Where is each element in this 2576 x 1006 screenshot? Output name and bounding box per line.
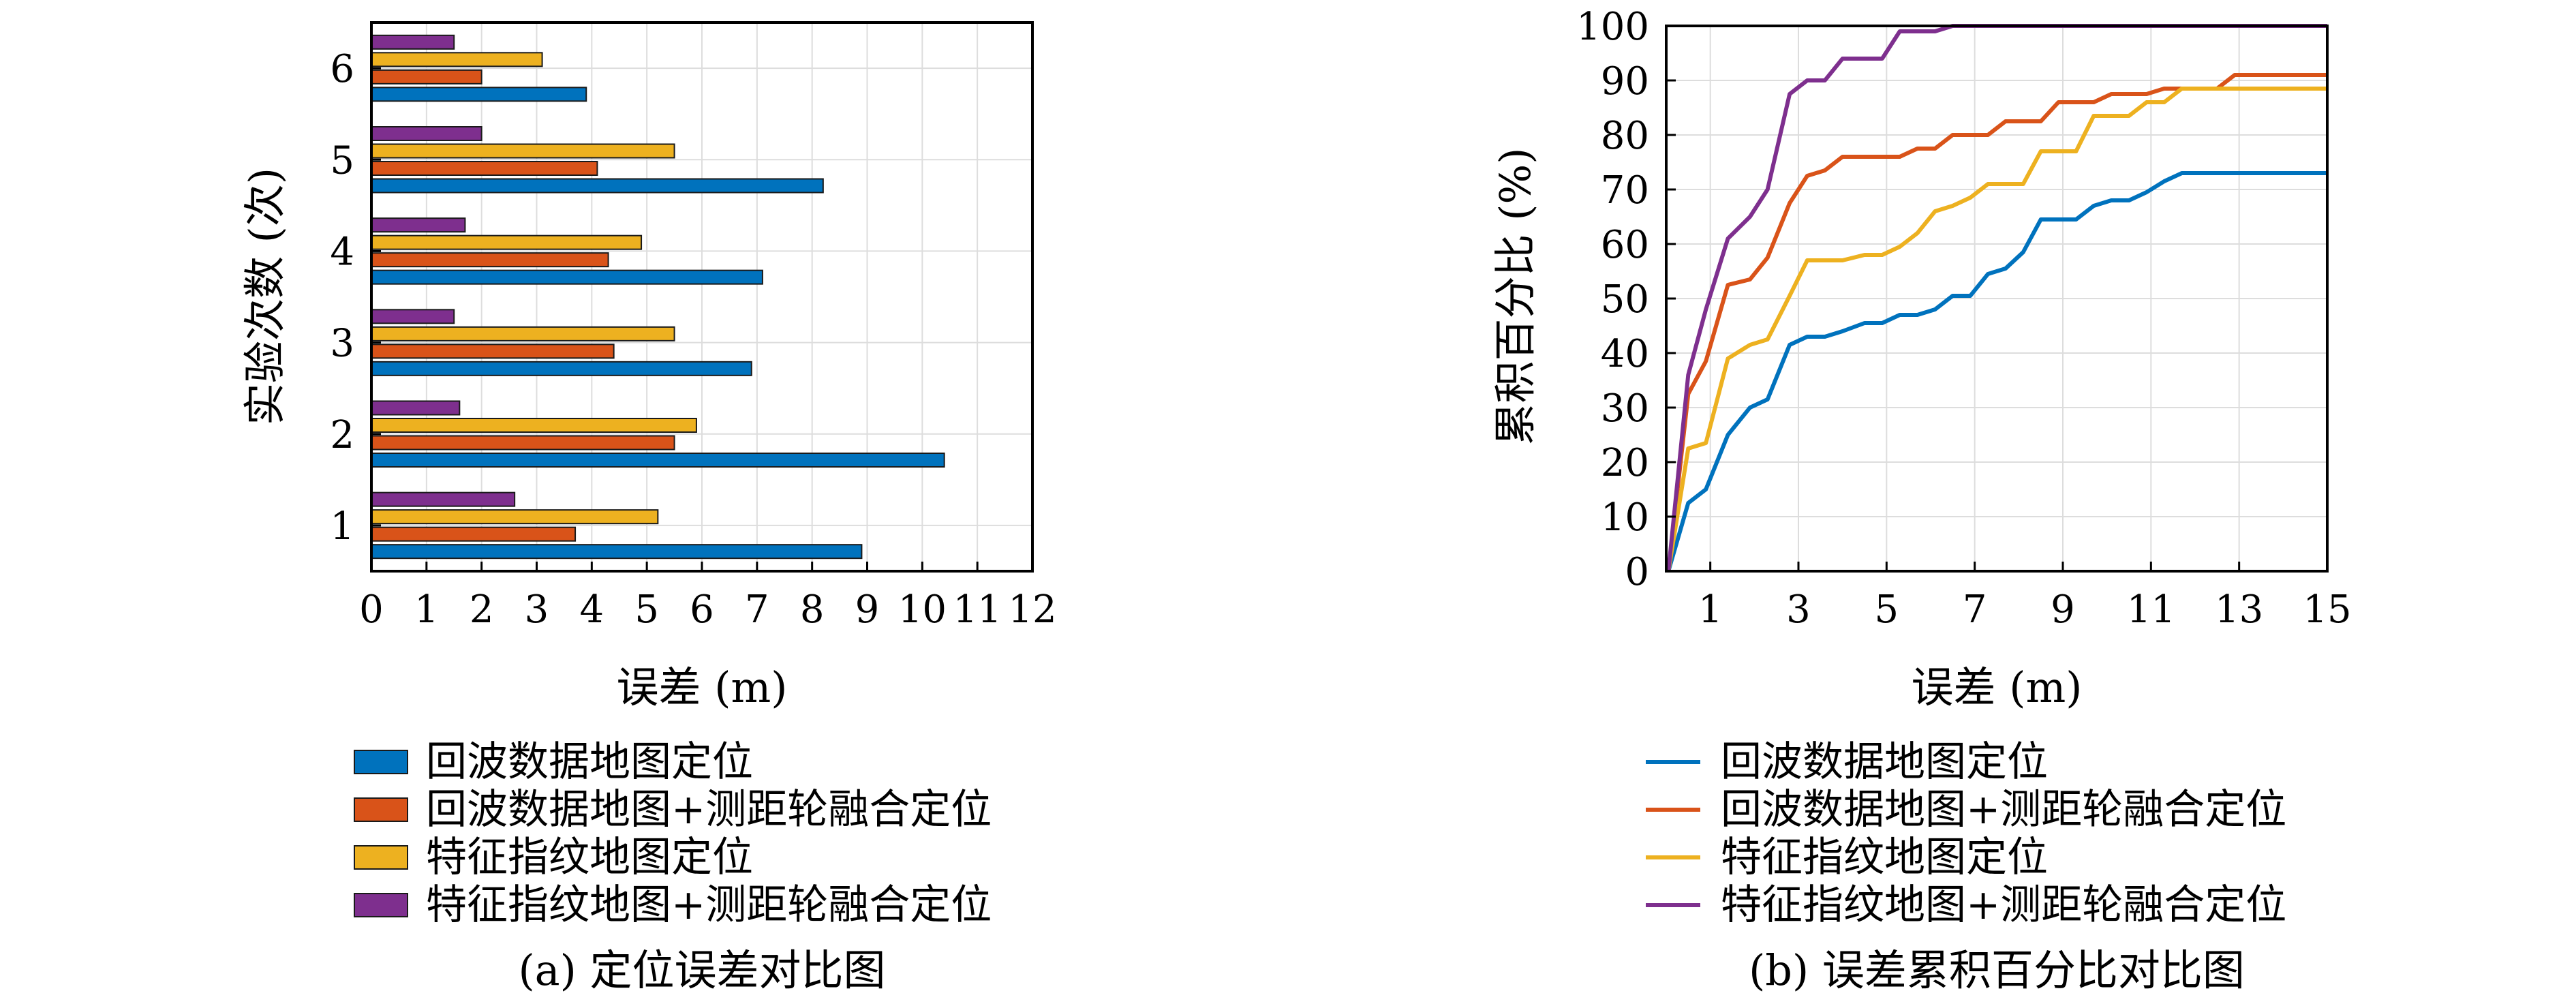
x-tick-label: 15 <box>2303 588 2351 632</box>
x-tick-label: 11 <box>2127 588 2175 632</box>
legend-label: 特征指纹地图定位 <box>1721 834 2048 881</box>
y-tick-label: 3 <box>330 322 354 366</box>
x-axis-label: 误差 (m) <box>617 662 788 712</box>
y-tick-label: 80 <box>1601 114 1649 158</box>
grid <box>371 22 1033 571</box>
legend-label: 特征指纹地图+测距轮融合定位 <box>426 881 992 929</box>
bar <box>371 418 697 433</box>
bar <box>371 326 675 341</box>
x-axis-ticks: 1 3 5 7 9 11 13 15 <box>1698 562 2352 632</box>
x-tick-label: 2 <box>470 588 494 632</box>
x-tick-label: 1 <box>414 588 439 632</box>
bar <box>371 453 945 468</box>
x-tick-label: 0 <box>359 588 384 632</box>
bar <box>371 52 543 67</box>
series-line <box>1666 87 2327 572</box>
bar <box>371 178 824 194</box>
x-tick-label: 7 <box>745 588 769 632</box>
bar <box>371 435 675 451</box>
bar-series <box>371 34 945 560</box>
x-tick-label: 8 <box>800 588 825 632</box>
y-axis-label: 实验次数 (次) <box>240 168 290 425</box>
x-tick-label: 4 <box>580 588 604 632</box>
y-axis-ticks: 1 2 3 4 5 6 <box>330 47 381 549</box>
bar <box>371 361 752 376</box>
legend-label: 回波数据地图定位 <box>1721 738 2048 786</box>
bar <box>371 544 863 560</box>
bar <box>371 400 461 416</box>
x-tick-label: 1 <box>1698 588 1723 632</box>
y-tick-label: 90 <box>1601 59 1649 104</box>
bar <box>371 491 516 507</box>
x-tick-label: 13 <box>2215 588 2263 632</box>
y-tick-label: 40 <box>1601 332 1649 376</box>
x-tick-label: 12 <box>1008 588 1056 632</box>
caption: (a) 定位误差对比图 <box>518 945 885 995</box>
x-tick-label: 3 <box>525 588 549 632</box>
bar <box>371 34 455 50</box>
y-tick-label: 60 <box>1601 223 1649 267</box>
legend-swatch <box>354 893 408 917</box>
bar <box>371 143 675 159</box>
y-tick-label: 6 <box>330 47 354 91</box>
bar <box>371 234 643 250</box>
y-tick-label: 0 <box>1625 550 1649 594</box>
x-tick-label: 9 <box>855 588 880 632</box>
bar <box>371 69 482 85</box>
x-axis-ticks: 0 1 2 3 4 5 6 7 8 9 10 11 12 <box>359 562 1057 632</box>
bar <box>371 252 609 268</box>
series-line <box>1666 73 2327 572</box>
x-tick-label: 5 <box>634 588 659 632</box>
x-tick-label: 7 <box>1963 588 1987 632</box>
bar <box>371 217 466 233</box>
x-tick-label: 6 <box>690 588 714 632</box>
y-axis-ticks: 0 10 20 30 40 50 60 70 80 90 100 <box>1576 5 1676 594</box>
x-tick-label: 11 <box>953 588 1002 632</box>
y-tick-label: 100 <box>1576 5 1649 49</box>
legend-label: 回波数据地图定位 <box>426 738 753 786</box>
legend-swatch <box>354 845 408 870</box>
x-tick-label: 9 <box>2051 588 2075 632</box>
legend-swatch <box>354 750 408 774</box>
x-tick-label: 5 <box>1875 588 1899 632</box>
legend-label: 特征指纹地图+测距轮融合定位 <box>1721 881 2286 929</box>
caption: (b) 误差累积百分比对比图 <box>1749 945 2245 995</box>
legend: 回波数据地图定位回波数据地图+测距轮融合定位特征指纹地图定位特征指纹地图+测距轮… <box>1646 738 2286 929</box>
y-tick-label: 50 <box>1601 277 1649 322</box>
bar <box>371 509 659 525</box>
legend-label: 回波数据地图+测距轮融合定位 <box>1721 786 2286 834</box>
grid <box>1666 25 2328 572</box>
legend-label: 特征指纹地图定位 <box>426 834 753 881</box>
x-tick-label: 10 <box>898 588 947 632</box>
y-tick-label: 2 <box>330 413 354 457</box>
series-line <box>1666 171 2327 572</box>
legend-swatch <box>354 797 408 822</box>
y-tick-label: 4 <box>330 230 354 274</box>
x-tick-label: 3 <box>1786 588 1811 632</box>
legend: 回波数据地图定位回波数据地图+测距轮融合定位特征指纹地图定位特征指纹地图+测距轮… <box>354 738 992 929</box>
y-tick-label: 1 <box>330 504 354 549</box>
legend-label: 回波数据地图+测距轮融合定位 <box>426 786 992 834</box>
y-tick-label: 5 <box>330 138 354 183</box>
y-tick-label: 30 <box>1601 386 1649 431</box>
y-tick-label: 10 <box>1601 496 1649 540</box>
y-tick-label: 70 <box>1601 168 1649 213</box>
bar <box>371 344 615 359</box>
y-axis-label: 累积百分比 (%) <box>1490 148 1540 446</box>
bar <box>371 309 455 324</box>
bar <box>371 87 587 102</box>
bar <box>371 269 763 285</box>
bar <box>371 126 482 141</box>
bar <box>371 526 577 542</box>
x-axis-label: 误差 (m) <box>1912 662 2083 712</box>
y-tick-label: 20 <box>1601 441 1649 485</box>
bar <box>371 161 598 176</box>
